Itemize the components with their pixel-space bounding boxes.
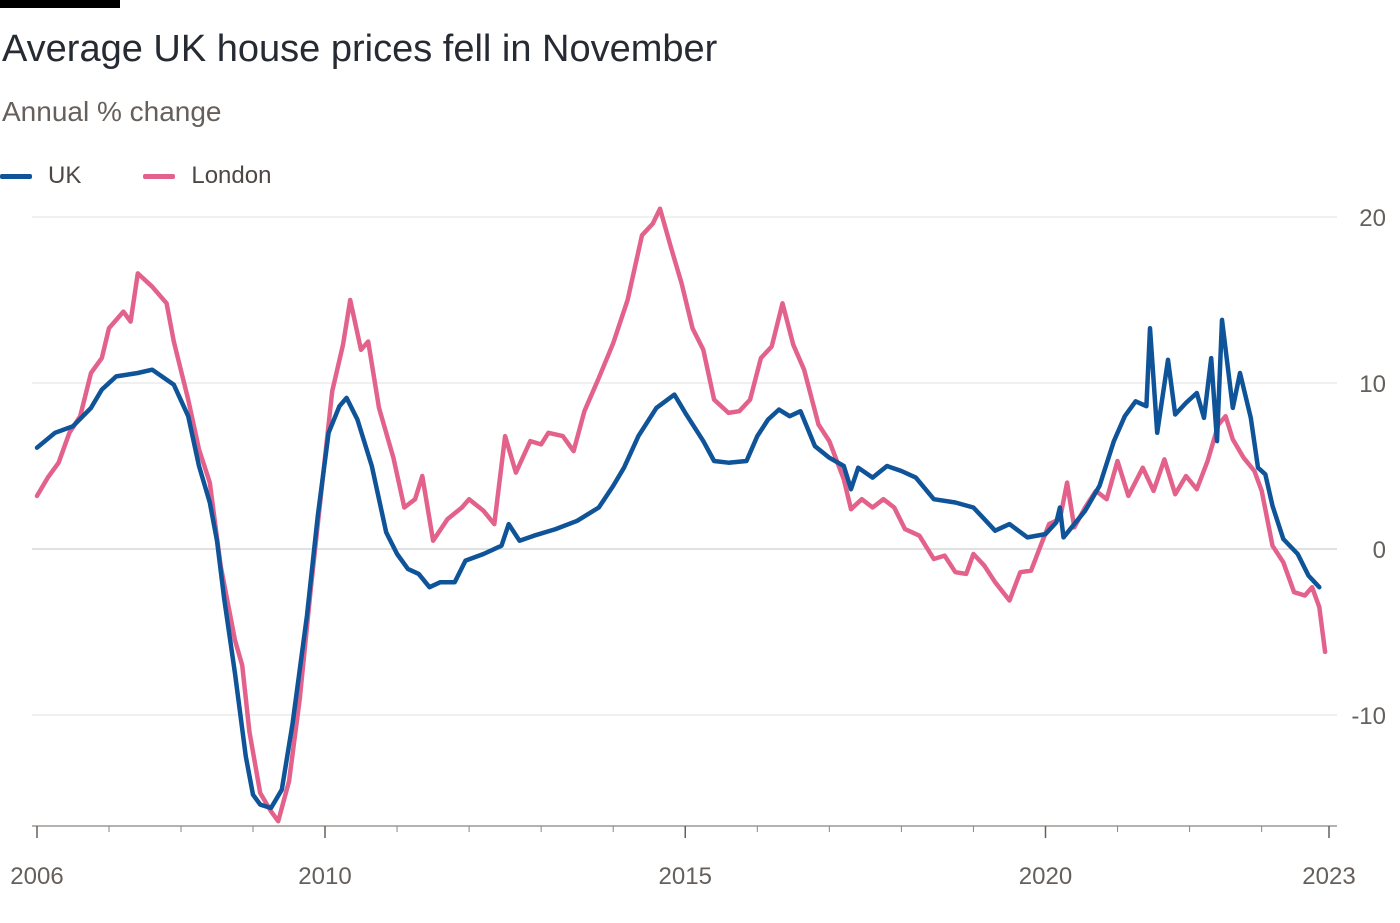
series-line-uk	[34, 317, 1322, 811]
legend-label-uk: UK	[48, 162, 82, 189]
legend-swatch-london	[143, 173, 176, 179]
y-tick-label: -10	[1351, 703, 1386, 730]
x-tick-label: 2023	[1302, 863, 1355, 890]
chart-title: Average UK house prices fell in November	[2, 28, 718, 70]
chart-subtitle: Annual % change	[2, 96, 222, 127]
x-tick-label: 2010	[298, 863, 351, 890]
y-tick-label: 20	[1359, 205, 1386, 232]
y-tick-label: 0	[1373, 537, 1386, 564]
brand-top-bar	[0, 0, 120, 8]
legend-swatch-uk	[0, 173, 32, 179]
series-line-london	[34, 206, 1328, 824]
legend: UK London	[0, 160, 333, 192]
legend-label-london: London	[191, 162, 272, 189]
x-tick-label: 2006	[10, 863, 63, 890]
x-tick-label: 2015	[659, 863, 712, 890]
x-tick-label: 2020	[1019, 863, 1072, 890]
y-tick-label: 10	[1359, 371, 1386, 398]
legend-item-london: London	[143, 162, 271, 190]
legend-item-uk: UK	[0, 162, 81, 190]
